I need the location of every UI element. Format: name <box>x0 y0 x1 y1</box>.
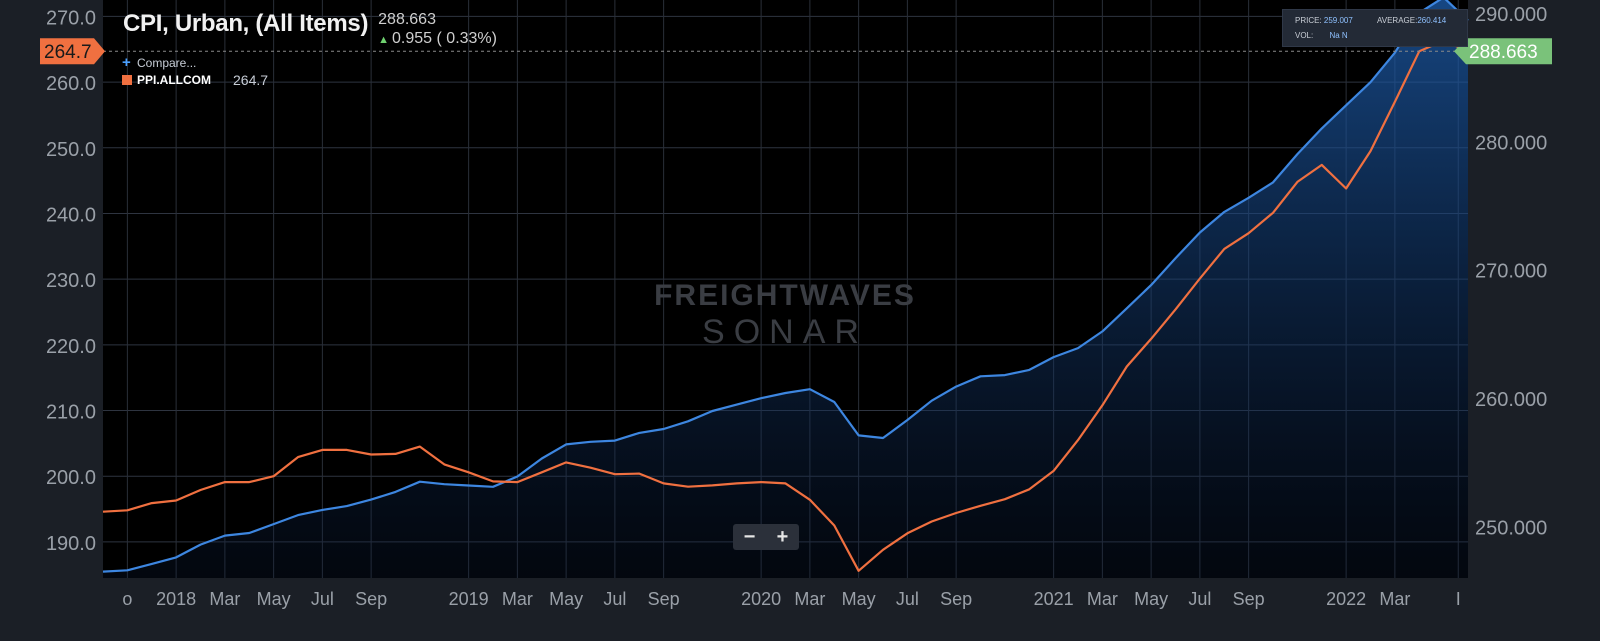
x-tick-label: Jul <box>1188 589 1211 609</box>
x-tick-label: Mar <box>794 589 825 609</box>
left-tick-label: 260.0 <box>46 73 96 95</box>
left-tick-label: 270.0 <box>46 7 96 29</box>
vol-value: Na N <box>1329 31 1348 40</box>
x-tick-label: May <box>257 589 291 609</box>
x-tick-label: Sep <box>940 589 972 609</box>
x-tick-label: Sep <box>648 589 680 609</box>
legend: + Compare... PPI.ALLCOM 264.7 <box>122 54 268 88</box>
left-marker-shape <box>40 38 105 65</box>
x-tick-label: o <box>122 589 132 609</box>
ppi-series-line <box>102 39 1469 572</box>
chart-title: CPI, Urban, (All Items) <box>123 10 369 37</box>
left-tick-label: 220.0 <box>46 336 96 358</box>
left-axis: 190.0 200.0 210.0 220.0 230.0 240.0 250.0 260.0… <box>46 7 96 554</box>
right-tick-label: 290.000 <box>1475 4 1547 26</box>
average-value: 260.414 <box>1417 16 1447 25</box>
x-tick-label: Jul <box>311 589 334 609</box>
right-tick-label: 250.000 <box>1475 518 1547 540</box>
x-tick-label: May <box>549 589 583 609</box>
zoom-in-button[interactable]: + <box>776 525 789 548</box>
left-marker-label: 264.7 <box>44 42 92 63</box>
x-tick-label: May <box>1134 589 1168 609</box>
left-tick-label: 190.0 <box>46 533 96 555</box>
watermark-line2: SONAR <box>702 313 868 351</box>
right-tick-label: 260.000 <box>1475 389 1547 411</box>
legend-series-value: 264.7 <box>233 71 269 88</box>
last-price: 288.663 <box>378 11 436 28</box>
watermark-line1: FREIGHTWAVES <box>654 279 916 312</box>
compare-button[interactable]: + Compare... <box>122 54 268 71</box>
right-axis: 250.000 260.000 270.000 280.000 290.000 <box>1475 4 1547 540</box>
x-tick-label: 2021 <box>1034 589 1074 609</box>
price-block: 288.663 ▲ 0.955 ( 0.33%) <box>378 10 497 50</box>
watermark: FREIGHTWAVES SONAR <box>590 279 980 352</box>
info-box: PRICE: 259.007 AVERAGE:260.414 VOL: Na N <box>1282 9 1468 47</box>
left-tick-label: 200.0 <box>46 467 96 489</box>
x-tick-label: 2018 <box>156 589 196 609</box>
x-tick-label: Sep <box>355 589 387 609</box>
x-tick-label: I <box>1456 589 1461 609</box>
x-tick-label: Jul <box>603 589 626 609</box>
zoom-out-button[interactable]: − <box>743 525 756 548</box>
left-tick-label: 250.0 <box>46 139 96 161</box>
x-tick-label: Mar <box>502 589 533 609</box>
legend-series-name: PPI.ALLCOM <box>137 72 211 87</box>
price-label: PRICE: <box>1295 16 1322 25</box>
vol-label: VOL: <box>1295 31 1314 40</box>
right-marker-label: 288.663 <box>1469 42 1538 63</box>
x-tick-label: 2019 <box>449 589 489 609</box>
right-marker-shape <box>1454 38 1552 65</box>
x-tick-label: Sep <box>1233 589 1265 609</box>
right-tick-label: 280.000 <box>1475 132 1547 154</box>
x-tick-label: May <box>842 589 876 609</box>
x-tick-label: Mar <box>1379 589 1410 609</box>
left-tick-label: 230.0 <box>46 270 96 292</box>
right-last-value-marker: 288.663 <box>1454 38 1552 65</box>
average-label: AVERAGE: <box>1377 16 1418 25</box>
chart-header: CPI, Urban, (All Items) 288.663 ▲ 0.955 (… <box>123 10 497 50</box>
x-tick-label: Mar <box>1087 589 1118 609</box>
x-tick-label: 2022 <box>1326 589 1366 609</box>
price-change: ▲ 0.955 ( 0.33%) <box>378 29 497 50</box>
plus-icon: + <box>122 54 131 71</box>
x-tick-label: Mar <box>209 589 240 609</box>
x-tick-label: Jul <box>896 589 919 609</box>
ppi-swatch <box>122 74 132 85</box>
up-arrow-icon: ▲ <box>378 34 390 46</box>
zoom-control: − + <box>733 524 799 550</box>
price-change-value: 0.955 ( 0.33%) <box>392 30 497 47</box>
left-tick-label: 240.0 <box>46 204 96 226</box>
cpi-series-line <box>102 0 1469 573</box>
x-tick-label: 2020 <box>741 589 781 609</box>
compare-label: Compare... <box>137 55 197 70</box>
cpi-area-fill <box>103 0 1468 578</box>
left-last-value-marker: 264.7 <box>40 38 105 65</box>
right-tick-label: 270.000 <box>1475 261 1547 283</box>
x-axis: o 2018 Mar May Jul Sep 2019 Mar May Jul Sep 2020 Mar… <box>122 589 1460 609</box>
legend-item-ppi[interactable]: PPI.ALLCOM 264.7 <box>122 71 268 88</box>
price-value: 259.007 <box>1323 16 1353 25</box>
left-tick-label: 210.0 <box>46 402 96 424</box>
